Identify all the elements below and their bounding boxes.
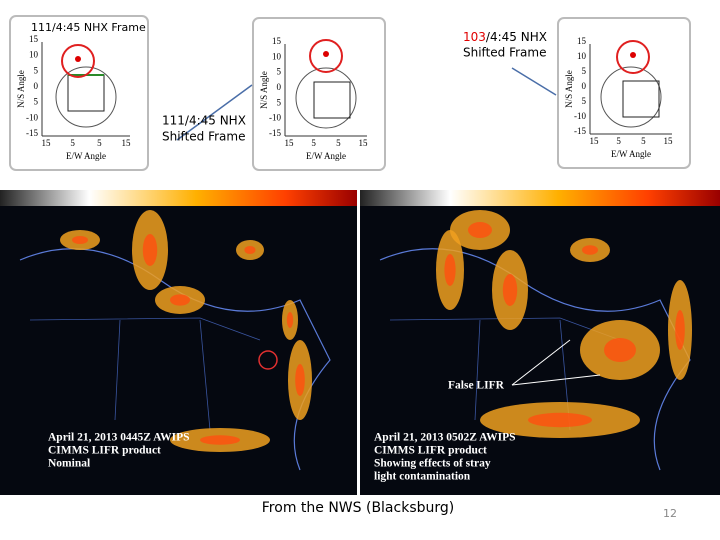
y-tick-label: -10: [574, 111, 586, 121]
y-tick-label: 10: [577, 51, 587, 61]
field-circle: [55, 66, 117, 128]
cloud-core: [142, 234, 158, 266]
y-tick-label: 0: [34, 81, 39, 91]
plot-frame: [9, 15, 149, 171]
plot-title: Shifted Frame: [463, 46, 546, 60]
y-tick-label: 10: [272, 51, 282, 61]
cloud-core: [502, 274, 518, 306]
cloud-core: [72, 236, 88, 244]
map-caption: CIMMS LIFR product: [374, 445, 487, 457]
y-tick-label: 0: [582, 81, 587, 91]
sun-dot: [323, 51, 329, 57]
plot-frame: [252, 17, 386, 171]
x-tick-label: 15: [664, 136, 674, 146]
plot-title: 111/4:45 NHX: [162, 114, 246, 128]
x-tick-label: 15: [590, 136, 600, 146]
cloud-core: [604, 338, 636, 362]
cloud-core: [582, 245, 598, 255]
plot: 15 10 5 0 5 -10 -15 15 5 5 15 N/S Angle E/W Angle: [9, 15, 149, 171]
y-axis-label: N/S Angle: [259, 71, 269, 109]
field-circle: [295, 67, 357, 129]
x-tick-label: 15: [285, 138, 295, 148]
arrow: [511, 67, 557, 96]
y-tick-label: 5: [582, 66, 587, 76]
x-tick-label: 5: [97, 138, 102, 148]
x-tick-label: 15: [122, 138, 132, 148]
map-annotation: False LIFR: [448, 380, 505, 392]
map-caption: Showing effects of stray: [374, 458, 491, 470]
x-tick-label: 5: [311, 138, 316, 148]
pointer: [511, 374, 601, 386]
map-caption: CIMMS LIFR product: [48, 445, 161, 457]
sun-circle: [61, 44, 95, 78]
frame-label: /4:45 NHX: [486, 30, 547, 44]
cloud-core: [468, 222, 492, 238]
field-circle: [600, 66, 662, 128]
y-tick-label: -10: [269, 113, 281, 123]
y-tick-label: 5: [582, 96, 587, 106]
y-tick-label: 15: [29, 34, 39, 44]
color-bar: [0, 190, 357, 206]
y-tick-label: -15: [269, 128, 281, 138]
cloud-core: [200, 435, 240, 445]
y-tick-label: 5: [34, 97, 39, 107]
plot: 15 10 5 0 5 -10 -15 15 5 5 15 N/S Angle E/W Angle: [557, 17, 691, 169]
frame-square: [622, 80, 660, 118]
plot: 15 10 5 0 5 -10 -15 15 5 5 15 N/S Angle E/W Angle: [252, 17, 386, 171]
y-tick-label: 15: [272, 36, 282, 46]
map-caption: April 21, 2013 0445Z AWIPS: [48, 432, 190, 444]
cloud-core: [295, 364, 305, 396]
plot-title: Shifted Frame: [162, 130, 245, 144]
x-axis-label: E/W Angle: [611, 149, 651, 159]
arrow: [176, 84, 253, 141]
frame-square: [313, 81, 351, 119]
sun-circle: [616, 40, 650, 74]
x-tick-label: 15: [42, 138, 52, 148]
cloud-core: [444, 254, 456, 286]
page-number: 12: [663, 507, 677, 520]
map-caption: light contamination: [374, 471, 471, 483]
x-tick-label: 5: [641, 136, 646, 146]
plot-title: 103/4:45 NHX: [463, 30, 547, 44]
x-tick-label: 5: [336, 138, 341, 148]
y-axis-label: N/S Angle: [564, 70, 574, 108]
x-tick-label: 15: [359, 138, 369, 148]
y-tick-label: 15: [577, 36, 587, 46]
y-tick-label: 5: [277, 67, 282, 77]
cloud-core: [675, 310, 685, 350]
borders: [29, 317, 261, 431]
x-tick-label: 5: [70, 138, 75, 148]
cloud-core: [170, 294, 190, 306]
highlight: [258, 350, 278, 370]
plot-title: 111/4:45 NHX Frame: [31, 21, 146, 34]
y-tick-label: -10: [26, 112, 38, 122]
plot-frame: [557, 17, 691, 169]
x-axis-label: E/W Angle: [306, 151, 346, 161]
sun-dot: [75, 56, 81, 62]
y-tick-label: 10: [29, 50, 39, 60]
cloud-core: [286, 312, 294, 328]
y-axis-label: N/S Angle: [16, 70, 26, 108]
color-bar: [360, 190, 720, 206]
y-tick-label: 5: [277, 97, 282, 107]
frame-number: 103: [463, 30, 486, 44]
y-tick-label: 5: [34, 65, 39, 75]
cloud-core: [244, 246, 256, 254]
pointer: [511, 339, 571, 386]
y-tick-label: -15: [574, 126, 586, 136]
map-caption: April 21, 2013 0502Z AWIPS: [374, 432, 516, 444]
sun-circle: [309, 39, 343, 73]
x-axis-label: E/W Angle: [66, 151, 106, 161]
sun-dot: [630, 52, 636, 58]
y-tick-label: -15: [26, 128, 38, 138]
x-tick-label: 5: [616, 136, 621, 146]
map-image: [360, 190, 720, 495]
source: From the NWS (Blacksburg): [262, 500, 454, 516]
y-tick-label: 0: [277, 82, 282, 92]
map-caption: Nominal: [48, 458, 90, 470]
cloud-core: [528, 412, 592, 428]
